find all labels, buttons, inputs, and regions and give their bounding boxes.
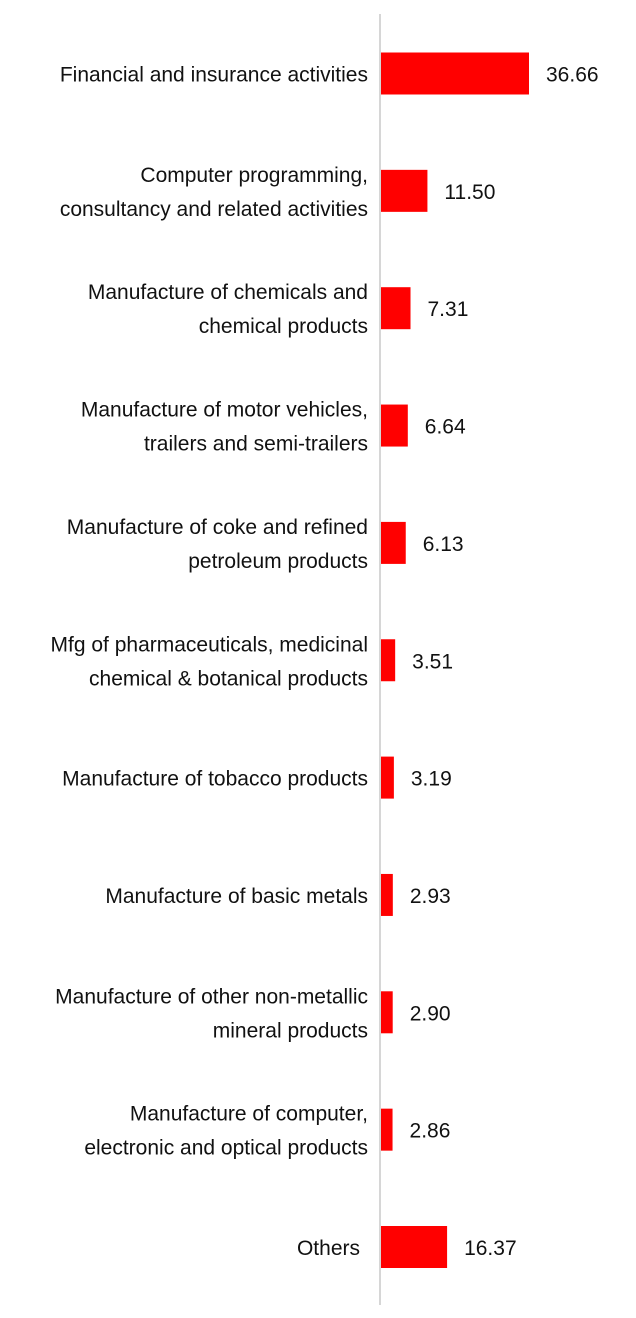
bar-value-label: 2.86 [410,1120,451,1143]
bar-value-label: 11.50 [444,181,495,204]
category-label-line: Manufacture of motor vehicles, [81,399,368,422]
bar [381,639,396,682]
category-label-line: Manufacture of chemicals and [88,281,368,304]
category-label-line: mineral products [213,1019,368,1042]
category-label-line: Manufacture of tobacco products [62,768,368,791]
category-label: Manufacture of motor vehicles, trailers a… [81,399,368,456]
bars-group [381,52,529,1268]
category-label-line: trailers and semi-trailers [144,433,368,456]
category-label-line: Others [297,1237,360,1260]
category-label-line: chemical & botanical products [89,667,368,690]
category-labels-group: Financial and insurance activities Comput… [51,64,368,1261]
bar [381,287,411,330]
category-label: Mfg of pharmaceuticals, medicinal chemica… [51,633,368,690]
category-label: Manufacture of computer, electronic and o… [84,1103,368,1160]
category-label-line: Manufacture of other non-metallic [55,985,368,1008]
category-label: Manufacture of basic metals [105,885,368,908]
category-label-line: Manufacture of computer, [130,1103,368,1126]
category-label-line: petroleum products [188,550,368,573]
category-label-line: Manufacture of coke and refined [67,516,368,539]
category-label: Manufacture of other non-metallic mineral… [55,985,368,1042]
bar-value-label: 16.37 [464,1237,517,1260]
bar [381,169,428,212]
bar [381,1108,393,1151]
value-labels-group: 36.66 11.50 7.31 6.64 6.13 3.51 3.19 2.93 2.90 2.… [410,64,599,1261]
category-label-line: Manufacture of basic metals [105,885,368,908]
bar [381,873,393,916]
category-label: Manufacture of tobacco products [62,768,368,791]
bar [381,1226,448,1268]
bar [381,756,394,799]
bar-value-label: 6.64 [425,416,466,439]
category-label-line: Computer programming, [140,164,368,187]
bar-value-label: 7.31 [428,298,469,321]
bar-value-label: 6.13 [423,533,464,556]
category-label-line: Mfg of pharmaceuticals, medicinal [51,633,368,656]
category-label: Others [297,1237,360,1260]
category-label-line: Financial and insurance activities [60,64,368,87]
category-label-line: electronic and optical products [84,1137,368,1160]
category-label: Computer programming, consultancy and rel… [60,164,368,221]
bar-value-label: 2.93 [410,885,451,908]
bar [381,404,408,447]
category-label-line: consultancy and related activities [60,198,368,221]
bar [381,52,529,95]
bar [381,521,406,564]
category-label: Financial and insurance activities [60,64,368,87]
category-label: Manufacture of coke and refined petroleum… [67,516,368,573]
bar-value-label: 3.19 [411,768,452,791]
category-label: Manufacture of chemicals and chemical pro… [88,281,368,338]
bar [381,991,393,1034]
bar-value-label: 36.66 [546,64,599,87]
bar-value-label: 3.51 [412,650,453,673]
category-label-line: chemical products [199,315,368,338]
bar-value-label: 2.90 [410,1002,451,1025]
